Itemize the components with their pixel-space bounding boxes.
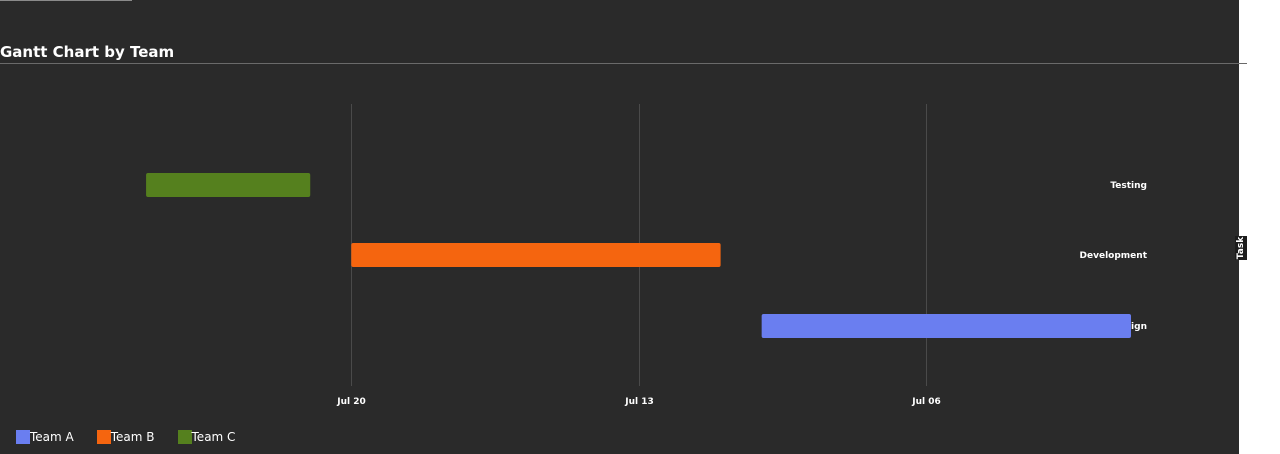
legend-swatch xyxy=(97,430,111,444)
legend: Team A Team B Team C xyxy=(16,430,235,444)
legend-swatch xyxy=(16,430,30,444)
x-tick-label: Jul 13 xyxy=(624,397,654,407)
gantt-bar xyxy=(762,314,1131,338)
legend-item[interactable]: Team C xyxy=(178,430,236,444)
y-category-label: Testing xyxy=(1110,181,1147,191)
legend-item[interactable]: Team B xyxy=(97,430,155,444)
x-tick-label: Jul 06 xyxy=(911,397,941,407)
x-tick-label: Jul 20 xyxy=(336,397,366,407)
legend-label: Team A xyxy=(30,430,74,444)
legend-swatch xyxy=(178,430,192,444)
legend-label: Team B xyxy=(111,430,155,444)
gantt-bar xyxy=(351,243,720,267)
y-axis-title: Task xyxy=(1235,236,1247,260)
gantt-bar xyxy=(146,173,310,197)
legend-item[interactable]: Team A xyxy=(16,430,74,444)
y-category-label: Development xyxy=(1080,251,1148,261)
legend-label: Team C xyxy=(192,430,236,444)
y-axis-title-text: Task xyxy=(1236,237,1246,259)
chart-panel: Gantt Chart by Team Jul 20 Jul 13 Jul 06 Te… xyxy=(0,0,1239,454)
